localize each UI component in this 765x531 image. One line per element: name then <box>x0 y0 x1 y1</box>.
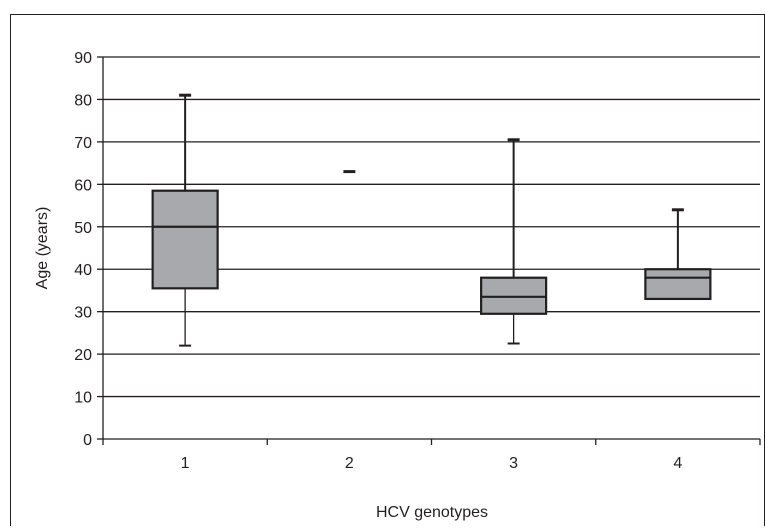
y-tick-label-80: 80 <box>74 92 92 109</box>
gridlines <box>103 56 760 398</box>
x-axis-title: HCV genotypes <box>376 504 488 521</box>
y-tick-label-90: 90 <box>74 50 92 67</box>
y-tick-label-50: 50 <box>74 220 92 237</box>
y-tick-label-70: 70 <box>74 135 92 152</box>
y-tick-label-20: 20 <box>74 347 92 364</box>
y-tick-label-60: 60 <box>74 177 92 194</box>
x-tick-label-4: 4 <box>673 455 682 472</box>
box-genotype-1 <box>151 93 219 347</box>
y-tick-label-30: 30 <box>74 305 92 322</box>
x-tick-label-2: 2 <box>345 455 354 472</box>
tick-labels: 0 10 20 30 40 50 60 70 80 90 1 2 3 4 <box>74 50 682 472</box>
y-tick-label-0: 0 <box>83 432 92 449</box>
iqr-box-4 <box>644 268 712 301</box>
x-tick-label-1: 1 <box>181 455 190 472</box>
chart-frame <box>10 14 765 531</box>
boxes <box>151 93 712 347</box>
y-tick-label-40: 40 <box>74 262 92 279</box>
box-genotype-3 <box>480 138 548 345</box>
x-tick-label-3: 3 <box>509 455 518 472</box>
y-axis-title: Age (years) <box>34 207 51 290</box>
y-tick-label-10: 10 <box>74 390 92 407</box>
iqr-box-1 <box>151 189 219 290</box>
box-genotype-4 <box>644 208 712 301</box>
axes <box>97 56 761 445</box>
